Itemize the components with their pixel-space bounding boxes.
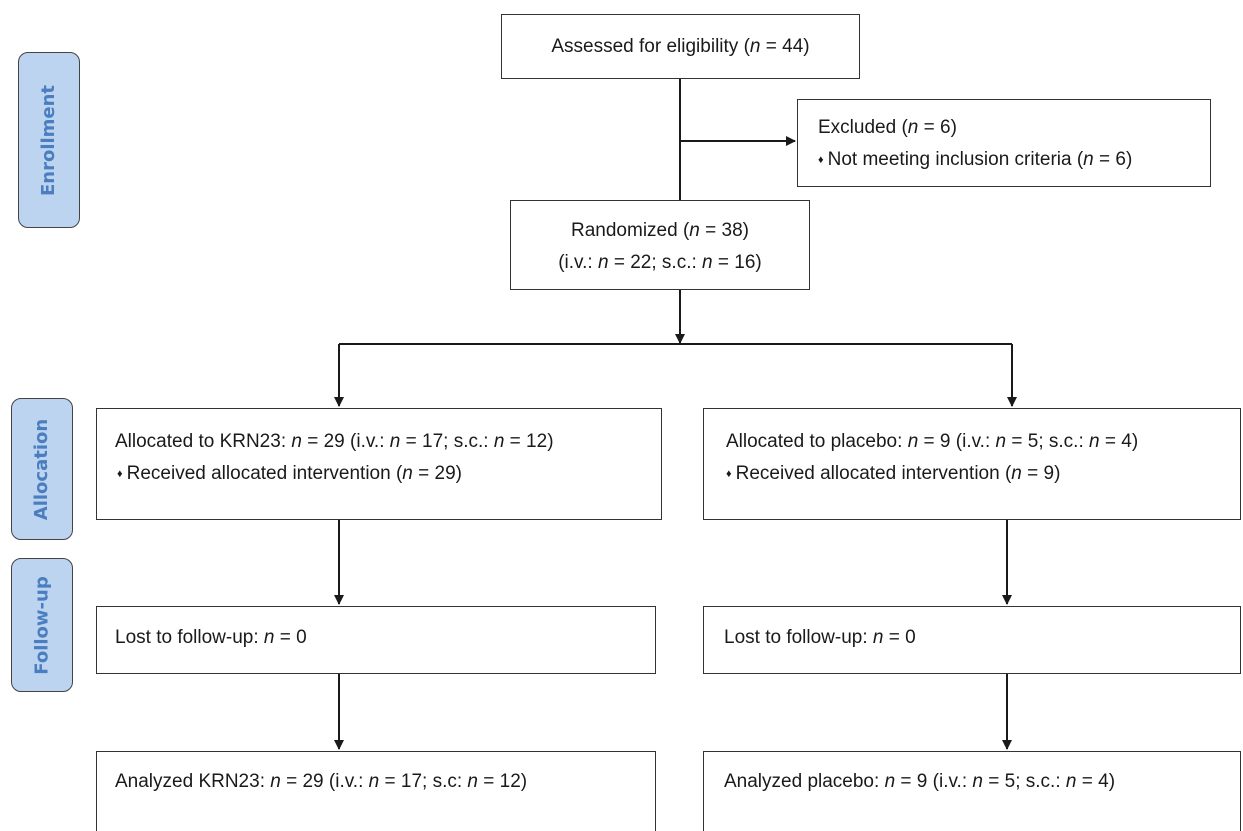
analyzed-krn23-box: Analyzed KRN23: n = 29 (i.v.: n = 17; s.… [96,751,656,831]
excluded-box: Excluded (n = 6) ♦ Not meeting inclusion … [797,99,1211,187]
alloc-krn23-count: Allocated to KRN23: n = 29 (i.v.: n = 17… [115,431,554,452]
assessed-box: Assessed for eligibility (n = 44) [501,14,860,79]
randomized-total: Randomized (n = 38) [571,220,749,241]
analyzed-placebo-text: Analyzed placebo: n = 9 (i.v.: n = 5; s.… [724,771,1116,792]
lost-krn23-box: Lost to follow-up: n = 0 [96,606,656,674]
analyzed-placebo-box: Analyzed placebo: n = 9 (i.v.: n = 5; s.… [703,751,1241,831]
assessed-text: Assessed for eligibility (n = 44) [551,36,810,57]
lost-placebo-text: Lost to follow-up: n = 0 [724,627,916,648]
stage-allocation: Allocation [11,398,73,540]
alloc-krn23-box: Allocated to KRN23: n = 29 (i.v.: n = 17… [96,408,662,520]
lost-placebo-box: Lost to follow-up: n = 0 [703,606,1241,674]
bullet-diamond-icon: ♦ [818,154,824,166]
alloc-placebo-received: ♦ Received allocated intervention (n = 9) [704,458,1240,492]
alloc-krn23-received: ♦ Received allocated intervention (n = 29… [97,458,661,492]
randomized-routes: (i.v.: n = 22; s.c.: n = 16) [558,252,762,273]
randomized-box: Randomized (n = 38) (i.v.: n = 22; s.c.:… [510,200,810,290]
excluded-count: Excluded (n = 6) [818,117,957,138]
excluded-reason: ♦ Not meeting inclusion criteria (n = 6) [798,144,1210,178]
alloc-placebo-count: Allocated to placebo: n = 9 (i.v.: n = 5… [726,431,1139,452]
stage-enrollment: Enrollment [18,52,80,228]
bullet-diamond-icon: ♦ [117,468,123,480]
stage-followup: Follow-up [11,558,73,692]
analyzed-krn23-text: Analyzed KRN23: n = 29 (i.v.: n = 17; s.… [115,771,528,792]
alloc-placebo-box: Allocated to placebo: n = 9 (i.v.: n = 5… [703,408,1241,520]
bullet-diamond-icon: ♦ [726,468,732,480]
lost-krn23-text: Lost to follow-up: n = 0 [115,627,307,648]
